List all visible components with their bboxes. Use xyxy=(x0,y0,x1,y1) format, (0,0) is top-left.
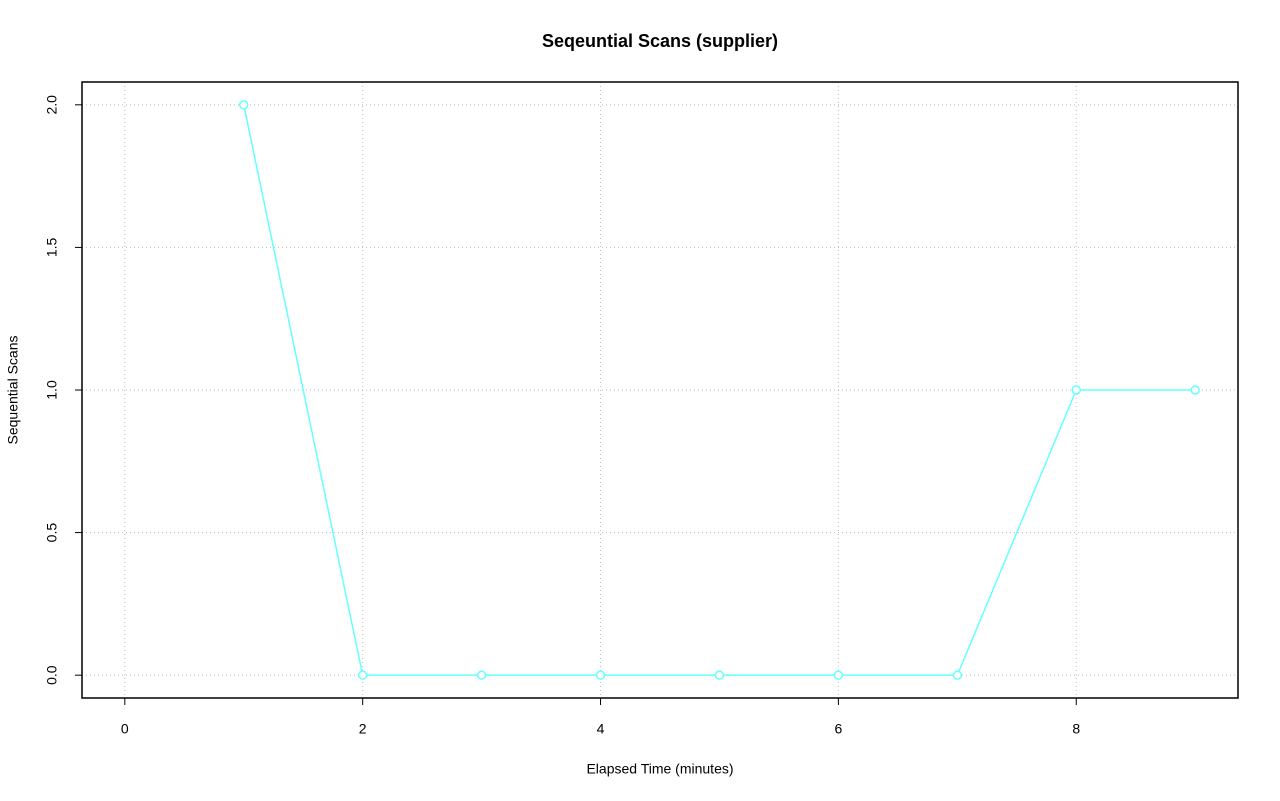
x-tick-label: 8 xyxy=(1072,721,1080,737)
data-point xyxy=(476,670,487,680)
data-point xyxy=(1071,385,1082,395)
plot-frame xyxy=(81,81,1239,699)
x-axis-label: Elapsed Time (minutes) xyxy=(586,761,733,777)
data-point xyxy=(595,670,606,680)
y-tick-label: 1.5 xyxy=(44,237,60,257)
y-tick-label: 1.0 xyxy=(44,380,60,400)
x-tick-label: 4 xyxy=(597,721,605,737)
x-tick-label: 0 xyxy=(121,721,129,737)
data-point xyxy=(833,670,844,680)
data-point xyxy=(714,670,725,680)
chart-title: Seqeuntial Scans (supplier) xyxy=(542,31,778,51)
data-point xyxy=(1190,385,1200,395)
y-tick-label: 0.5 xyxy=(44,523,60,543)
y-tick-label: 2.0 xyxy=(44,95,60,115)
data-point xyxy=(357,670,368,680)
y-tick-label: 0.0 xyxy=(44,665,60,685)
x-tick-label: 6 xyxy=(834,721,842,737)
data-point xyxy=(952,670,963,680)
x-tick-label: 2 xyxy=(359,721,367,737)
y-axis-label: Sequential Scans xyxy=(5,336,21,445)
data-point xyxy=(238,100,249,110)
